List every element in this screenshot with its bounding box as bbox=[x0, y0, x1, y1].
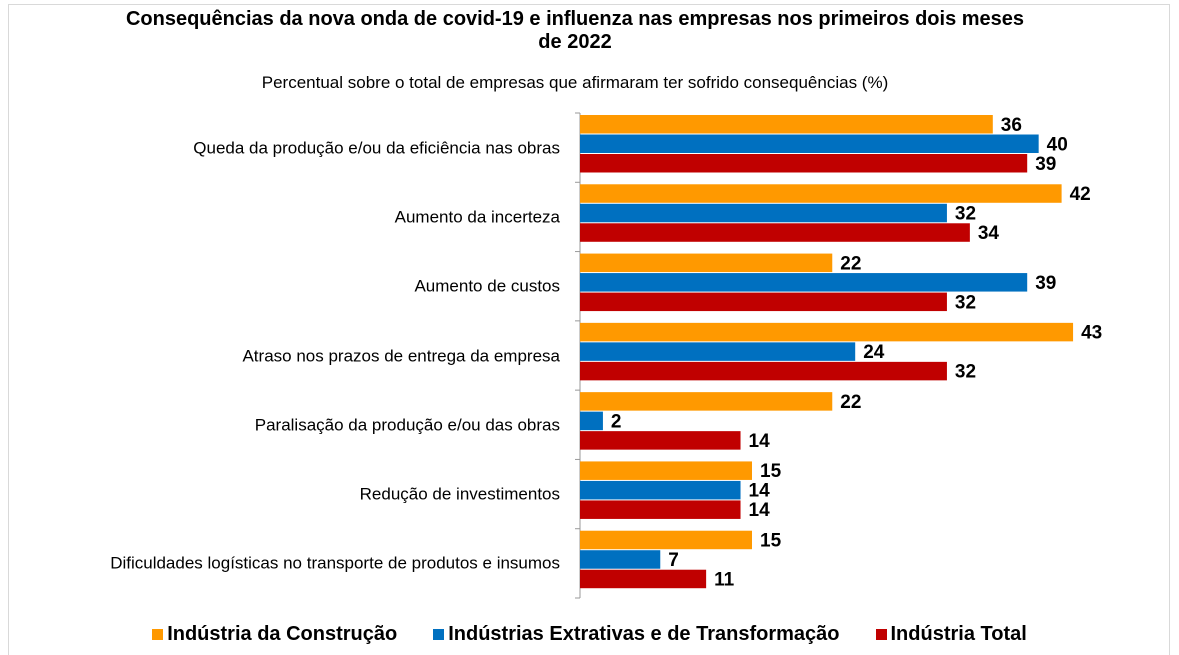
bar bbox=[580, 273, 1028, 292]
legend-item: Indústria da Construção bbox=[152, 623, 397, 646]
data-label: 36 bbox=[1001, 115, 1022, 136]
legend-swatch bbox=[875, 629, 887, 640]
data-label: 34 bbox=[978, 223, 1000, 244]
bar bbox=[580, 223, 970, 242]
category-label: Queda da produção e/ou da eficiência nas… bbox=[193, 138, 560, 158]
data-label: 40 bbox=[1047, 134, 1068, 155]
category-label: Redução de investimentos bbox=[359, 484, 560, 504]
category-label: Aumento de custos bbox=[414, 276, 560, 296]
bar bbox=[580, 480, 741, 500]
bar bbox=[580, 530, 752, 550]
data-label: 11 bbox=[714, 569, 735, 590]
bar bbox=[580, 550, 661, 569]
bar bbox=[580, 342, 856, 361]
bar bbox=[580, 500, 741, 519]
data-label: 42 bbox=[1070, 184, 1091, 205]
data-label: 7 bbox=[668, 550, 679, 571]
legend-swatch bbox=[152, 629, 164, 640]
legend-label: Indústrias Extrativas e de Transformação bbox=[448, 623, 840, 645]
data-label: 39 bbox=[1035, 273, 1056, 294]
legend-item: Indústria Total bbox=[875, 623, 1027, 646]
chart-subtitle: Percentual sobre o total de empresas que… bbox=[261, 73, 889, 92]
legend: Indústria da Construção Indústrias Extrat… bbox=[0, 623, 1179, 646]
legend-label: Indústria Total bbox=[890, 623, 1027, 645]
bar bbox=[580, 292, 947, 312]
bar bbox=[580, 134, 1039, 153]
data-label: 22 bbox=[840, 253, 861, 274]
category-label: Paralisação da produção e/ou das obras bbox=[254, 415, 560, 435]
data-label: 14 bbox=[749, 481, 771, 502]
category-label: Aumento da incerteza bbox=[394, 207, 560, 227]
chart-title: Consequências da nova onda de covid-19 e… bbox=[125, 8, 1025, 53]
legend-label: Indústria da Construção bbox=[167, 623, 398, 645]
data-label: 32 bbox=[955, 362, 976, 383]
bar bbox=[580, 253, 833, 273]
legend-item: Indústrias Extrativas e de Transformação bbox=[433, 623, 840, 646]
legend-swatch bbox=[433, 629, 445, 640]
bar bbox=[580, 115, 993, 134]
bar bbox=[580, 392, 833, 411]
data-label: 43 bbox=[1081, 323, 1102, 344]
data-label: 24 bbox=[863, 342, 885, 363]
bar bbox=[580, 203, 947, 223]
data-label: 14 bbox=[749, 431, 771, 452]
data-label: 15 bbox=[760, 461, 782, 482]
data-label: 22 bbox=[840, 392, 861, 413]
bar bbox=[580, 154, 1028, 173]
data-label: 14 bbox=[749, 500, 771, 521]
data-label: 32 bbox=[955, 292, 976, 313]
data-label: 39 bbox=[1035, 154, 1056, 175]
data-label: 32 bbox=[955, 204, 976, 225]
bar bbox=[580, 411, 603, 431]
data-label: 15 bbox=[760, 530, 782, 551]
bar bbox=[580, 361, 947, 381]
bar bbox=[580, 569, 707, 589]
bar bbox=[580, 431, 741, 450]
bar bbox=[580, 184, 1062, 203]
category-label: Dificuldades logísticas no transporte de… bbox=[110, 553, 560, 573]
category-label: Atraso nos prazos de entrega da empresa bbox=[242, 346, 560, 365]
chart-frame bbox=[8, 4, 1170, 655]
bar bbox=[580, 461, 752, 480]
bar bbox=[580, 322, 1074, 342]
data-label: 2 bbox=[611, 411, 622, 432]
